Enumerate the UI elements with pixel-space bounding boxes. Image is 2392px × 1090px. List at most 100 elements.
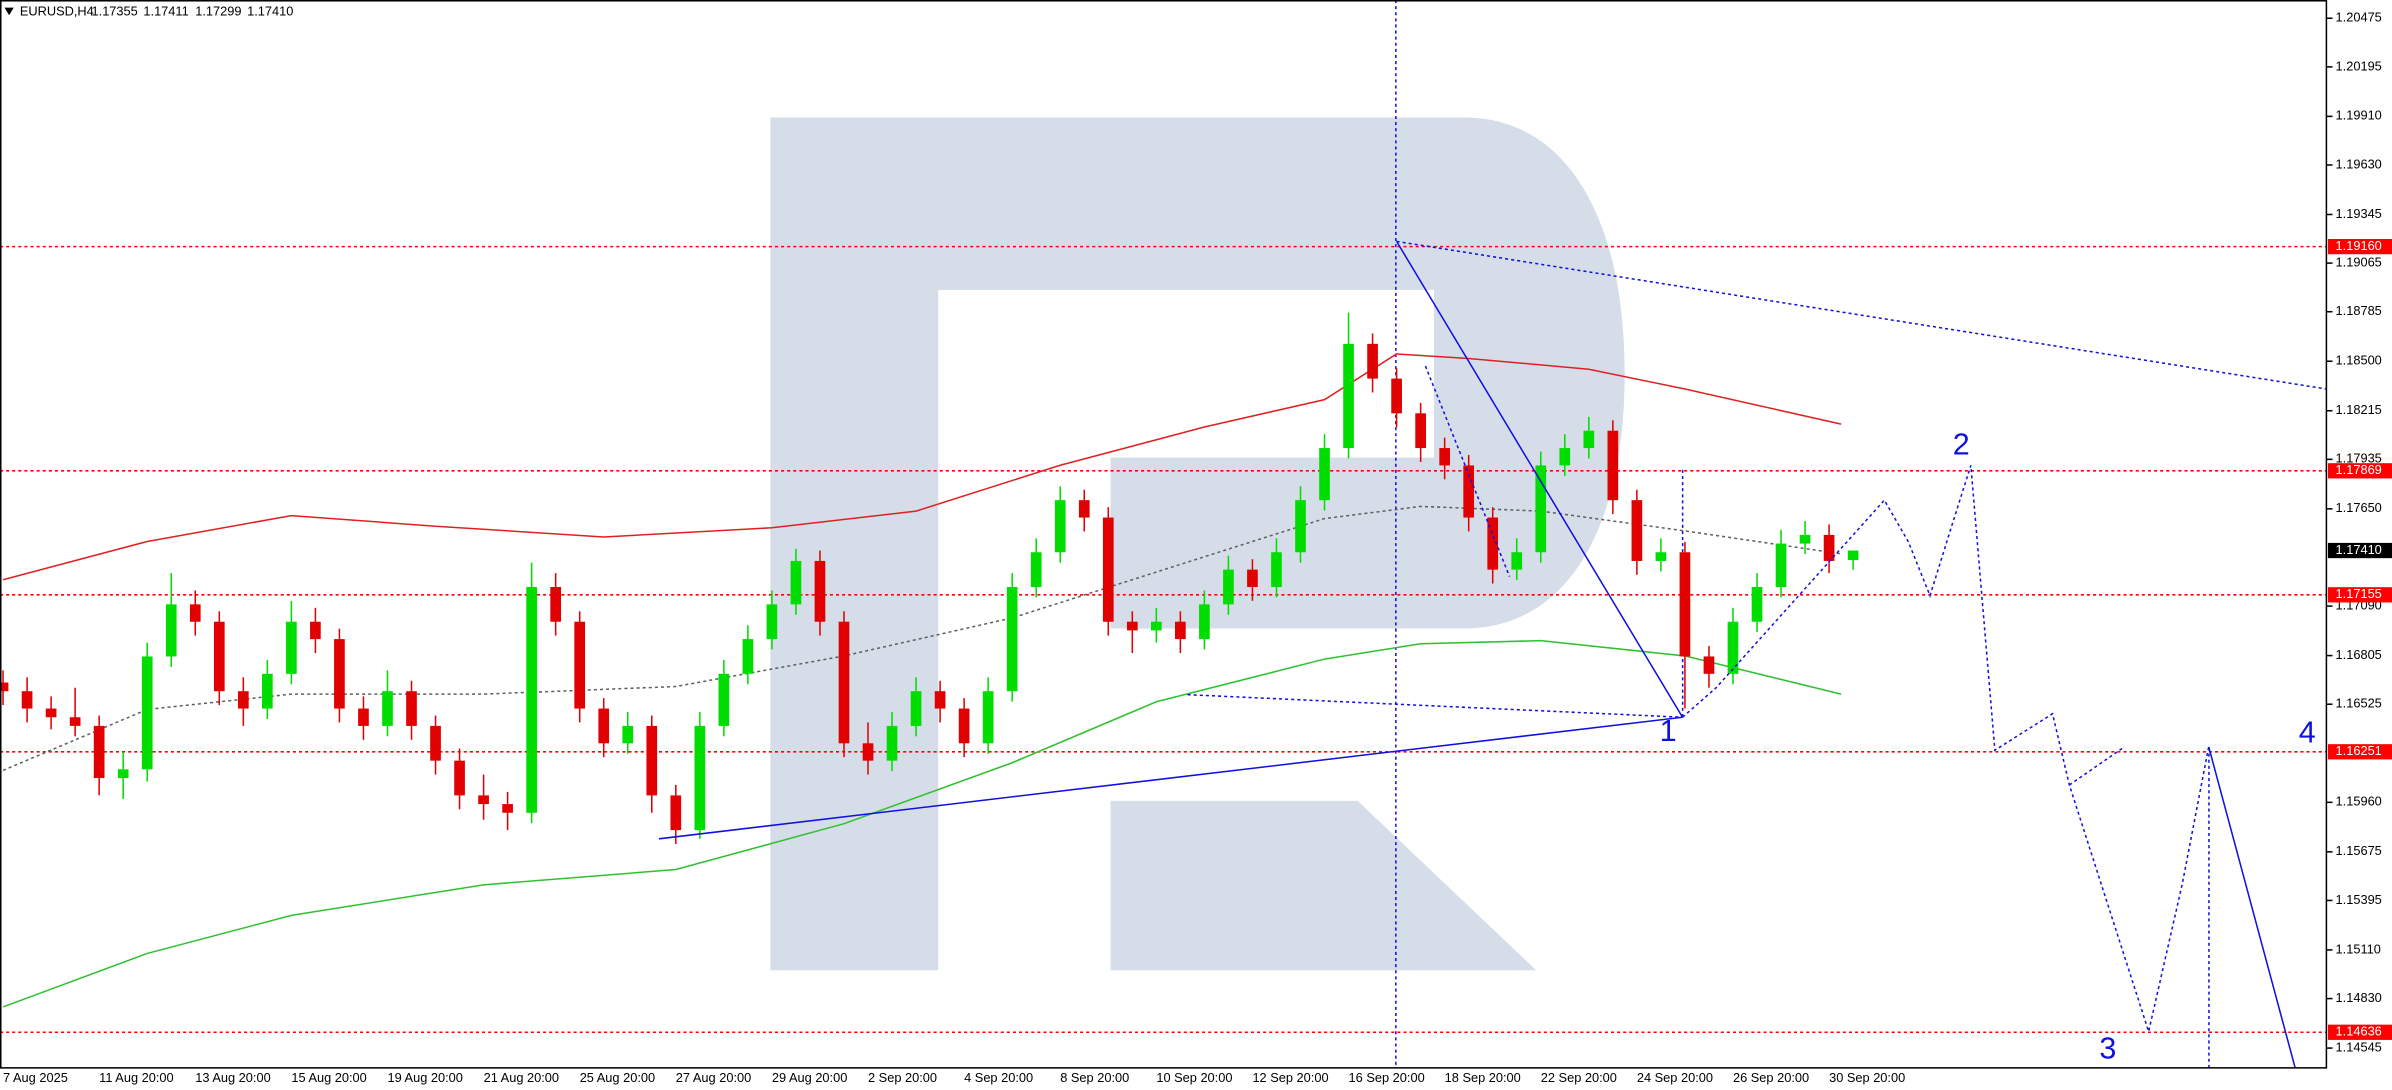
candle-body bbox=[1054, 500, 1066, 553]
y-tick-label: 1.14830 bbox=[2336, 990, 2382, 1005]
candle-body bbox=[814, 560, 826, 622]
candle-body bbox=[598, 708, 610, 744]
candle-body bbox=[1006, 586, 1018, 692]
candle-body bbox=[1799, 534, 1811, 544]
wave-label: 2 bbox=[1953, 427, 1970, 461]
y-tick-label: 1.19065 bbox=[2336, 255, 2382, 270]
x-tick-label: 27 Aug 20:00 bbox=[676, 1070, 751, 1085]
candle-body bbox=[1199, 604, 1210, 640]
candle-body bbox=[430, 725, 441, 761]
candle-body bbox=[1583, 430, 1595, 449]
wave-label: 4 bbox=[2299, 716, 2316, 750]
level-label: 1.17155 bbox=[2336, 586, 2382, 601]
candle-body bbox=[1030, 552, 1042, 587]
y-tick-label: 1.20195 bbox=[2336, 58, 2382, 73]
x-tick-label: 29 Aug 20:00 bbox=[772, 1070, 847, 1085]
y-tick-label: 1.18215 bbox=[2336, 402, 2382, 417]
candle-body bbox=[21, 691, 33, 709]
candle-body bbox=[1150, 621, 1162, 631]
y-tick-label: 1.14545 bbox=[2336, 1039, 2382, 1054]
candle-body bbox=[334, 639, 345, 709]
x-tick-label: 15 Aug 20:00 bbox=[291, 1070, 366, 1085]
candle-body bbox=[958, 708, 970, 744]
analysis-line bbox=[2207, 746, 2296, 1068]
candle-body bbox=[742, 639, 754, 674]
candle-body bbox=[790, 560, 802, 605]
candle-body bbox=[1703, 656, 1715, 674]
plot bbox=[0, 0, 2327, 1068]
high-value: 1.17411 bbox=[143, 4, 188, 19]
header: EURUSD,H4 1.17355 1.17411 1.17299 1.1741… bbox=[4, 4, 293, 19]
candle-body bbox=[1463, 465, 1475, 518]
candle-body bbox=[1487, 517, 1499, 570]
candle-body bbox=[502, 804, 513, 813]
x-tick-label: 16 Sep 20:00 bbox=[1349, 1070, 1425, 1085]
level-label: 1.19160 bbox=[2336, 238, 2382, 253]
candle-body bbox=[1247, 569, 1258, 587]
y-tick-label: 1.15395 bbox=[2336, 892, 2382, 907]
y-tick-label: 1.15960 bbox=[2336, 794, 2382, 809]
candle-body bbox=[718, 673, 730, 726]
candle-body bbox=[1319, 448, 1330, 501]
y-tick-label: 1.15675 bbox=[2336, 843, 2382, 858]
candle-body bbox=[1223, 569, 1234, 605]
analysis-line bbox=[1395, 241, 1684, 718]
menu-arrow bbox=[4, 7, 14, 16]
candle-body bbox=[189, 604, 201, 622]
candle-body bbox=[670, 795, 682, 831]
x-tick-label: 19 Aug 20:00 bbox=[387, 1070, 462, 1085]
candle-body bbox=[1295, 500, 1306, 553]
candle-body bbox=[1607, 430, 1619, 501]
wave-label: 1 bbox=[1660, 714, 1677, 748]
x-tick-label: 25 Aug 20:00 bbox=[580, 1070, 655, 1085]
candle-body bbox=[1727, 621, 1739, 674]
candle-body bbox=[286, 621, 297, 674]
y-tick-label: 1.18785 bbox=[2336, 303, 2382, 318]
analysis-line bbox=[1424, 365, 1511, 577]
y-tick-label: 1.15110 bbox=[2336, 941, 2381, 956]
y-tick-label: 1.18500 bbox=[2336, 353, 2382, 368]
candle-body bbox=[1391, 378, 1402, 414]
watermark-bowl bbox=[770, 117, 1625, 971]
analysis-line bbox=[2068, 746, 2126, 786]
level-label-box bbox=[2327, 587, 2392, 603]
x-tick-label: 4 Sep 20:00 bbox=[964, 1070, 1033, 1085]
indicator-line bbox=[2, 505, 1842, 772]
candle-body bbox=[622, 725, 634, 744]
candle-body bbox=[694, 725, 706, 831]
level-label-box bbox=[2327, 238, 2392, 255]
x-tick-label: 2 Sep 20:00 bbox=[868, 1070, 937, 1085]
candle-body bbox=[1631, 500, 1643, 561]
candle-body bbox=[646, 725, 658, 796]
candle-body bbox=[165, 604, 177, 657]
candle-body bbox=[1175, 621, 1186, 640]
candle-body bbox=[141, 656, 153, 770]
candle-body bbox=[454, 760, 465, 796]
x-tick-label: 26 Sep 20:00 bbox=[1733, 1070, 1809, 1085]
x-tick-label: 13 Aug 20:00 bbox=[195, 1070, 270, 1085]
candle-body bbox=[1078, 500, 1090, 518]
low-value: 1.17299 bbox=[195, 4, 241, 19]
x-tick-label: 12 Sep 20:00 bbox=[1252, 1070, 1328, 1085]
candle-body bbox=[1751, 586, 1763, 622]
candle-body bbox=[574, 621, 586, 709]
candle-body bbox=[838, 621, 850, 744]
candle-body bbox=[550, 586, 562, 622]
candle-body bbox=[237, 691, 249, 709]
level-label: 1.17869 bbox=[2336, 462, 2382, 477]
analysis-line bbox=[1396, 240, 2327, 390]
candle-body bbox=[1559, 448, 1571, 466]
current-price-label: 1.17410 bbox=[2336, 542, 2382, 557]
current-price-box bbox=[2327, 542, 2392, 559]
x-tick-label: 18 Sep 20:00 bbox=[1445, 1070, 1521, 1085]
x-tick-label: 21 Aug 20:00 bbox=[484, 1070, 559, 1085]
candle-body bbox=[1343, 343, 1354, 449]
watermark bbox=[770, 117, 1625, 971]
candle-body bbox=[45, 708, 57, 718]
y-tick-label: 1.19345 bbox=[2336, 206, 2382, 221]
candle-body bbox=[1655, 552, 1667, 561]
level-label-box bbox=[2327, 1024, 2392, 1040]
candle-body bbox=[910, 691, 922, 726]
